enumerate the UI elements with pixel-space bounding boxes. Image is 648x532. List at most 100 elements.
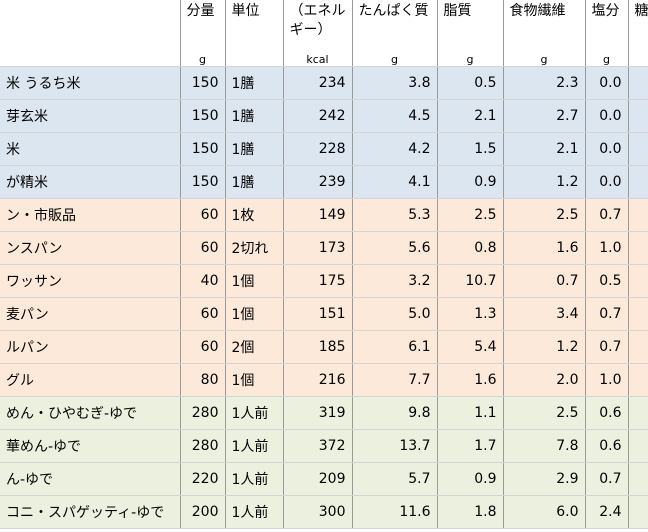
header-cell: 塩分 bbox=[584, 0, 628, 46]
cell: 209 bbox=[282, 462, 352, 496]
data-row: コニ・スパゲッティ-ゆで 200 1人前 300 11.6 1.8 6.0 2.4 bbox=[0, 495, 648, 529]
cell: 1膳 bbox=[224, 99, 283, 133]
food-name: コニ・スパゲッティ-ゆで bbox=[0, 495, 180, 529]
data-row: ルパン 60 2個 185 6.1 5.4 1.2 0.7 bbox=[0, 330, 648, 364]
food-name: ん-ゆで bbox=[0, 462, 180, 496]
cell: 2.0 bbox=[502, 363, 585, 397]
cell: 1個 bbox=[224, 297, 283, 331]
cell: 2個 bbox=[224, 330, 283, 364]
cell: 0.7 bbox=[584, 297, 628, 331]
cell: 0.8 bbox=[436, 231, 503, 265]
cell: 2.1 bbox=[502, 132, 585, 166]
unit-cell: g bbox=[584, 46, 628, 67]
cell: 242 bbox=[282, 99, 352, 133]
cell: 0.0 bbox=[584, 66, 628, 100]
cell: 3.8 bbox=[351, 66, 437, 100]
cell: 150 bbox=[179, 132, 225, 166]
cell: 60 bbox=[179, 231, 225, 265]
unit-cell bbox=[224, 46, 283, 67]
data-row: 米 150 1膳 228 4.2 1.5 2.1 0.0 bbox=[0, 132, 648, 166]
cell: 3.2 bbox=[351, 264, 437, 298]
data-row: 麦パン 60 1個 151 5.0 1.3 3.4 0.7 bbox=[0, 297, 648, 331]
food-name: めん・ひやむぎ-ゆで bbox=[0, 396, 180, 430]
header-cell: 糖 bbox=[627, 0, 648, 46]
unit-cell: g bbox=[502, 46, 585, 67]
cell: 80 bbox=[179, 363, 225, 397]
food-name: ンスパン bbox=[0, 231, 180, 265]
unit-cell: g bbox=[179, 46, 225, 67]
unit-cell: g bbox=[436, 46, 503, 67]
cell bbox=[627, 264, 648, 298]
cell bbox=[627, 99, 648, 133]
cell: 150 bbox=[179, 66, 225, 100]
cell: 185 bbox=[282, 330, 352, 364]
cell bbox=[627, 495, 648, 529]
cell: 2.3 bbox=[502, 66, 585, 100]
header-cell: 食物繊維 bbox=[502, 0, 585, 46]
cell: 149 bbox=[282, 198, 352, 232]
cell: 1膳 bbox=[224, 132, 283, 166]
cell: 5.7 bbox=[351, 462, 437, 496]
data-row: 華めん-ゆで 280 1人前 372 13.7 1.7 7.8 0.6 bbox=[0, 429, 648, 463]
cell: 0.9 bbox=[436, 462, 503, 496]
cell: 60 bbox=[179, 330, 225, 364]
cell: 234 bbox=[282, 66, 352, 100]
cell bbox=[627, 165, 648, 199]
cell: 2.5 bbox=[436, 198, 503, 232]
data-row: 芽玄米 150 1膳 242 4.5 2.1 2.7 0.0 bbox=[0, 99, 648, 133]
cell: 60 bbox=[179, 198, 225, 232]
cell: 0.7 bbox=[502, 264, 585, 298]
cell bbox=[627, 66, 648, 100]
cell: 1.2 bbox=[502, 165, 585, 199]
cell: 0.9 bbox=[436, 165, 503, 199]
cell: 3.4 bbox=[502, 297, 585, 331]
cell: 4.1 bbox=[351, 165, 437, 199]
header-row: 分量 単位 （エネル ギー） たんぱく質 脂質 食物繊維 塩分糖 bbox=[0, 0, 648, 46]
cell: 150 bbox=[179, 165, 225, 199]
food-name: 華めん-ゆで bbox=[0, 429, 180, 463]
cell bbox=[627, 462, 648, 496]
cell: 1.1 bbox=[436, 396, 503, 430]
cell: 0.7 bbox=[584, 198, 628, 232]
cell: 10.7 bbox=[436, 264, 503, 298]
cell: 300 bbox=[282, 495, 352, 529]
cell: 1.0 bbox=[584, 363, 628, 397]
cell: 1枚 bbox=[224, 198, 283, 232]
unit-cell: g bbox=[351, 46, 437, 67]
cell: 1.6 bbox=[436, 363, 503, 397]
cell: 372 bbox=[282, 429, 352, 463]
header-cell bbox=[0, 0, 180, 46]
cell: 319 bbox=[282, 396, 352, 430]
cell: 2.1 bbox=[436, 99, 503, 133]
food-name: グル bbox=[0, 363, 180, 397]
cell: 60 bbox=[179, 297, 225, 331]
cell: 0.5 bbox=[436, 66, 503, 100]
data-row: ン・市販品 60 1枚 149 5.3 2.5 2.5 0.7 bbox=[0, 198, 648, 232]
cell: 239 bbox=[282, 165, 352, 199]
cell: 1膳 bbox=[224, 66, 283, 100]
cell: 1人前 bbox=[224, 429, 283, 463]
cell: 1膳 bbox=[224, 165, 283, 199]
cell: 7.7 bbox=[351, 363, 437, 397]
rows: 米 うるち米 150 1膳 234 3.8 0.5 2.3 0.0 芽玄米 150 1膳 242 4.5… bbox=[0, 66, 648, 529]
cell: 2.7 bbox=[502, 99, 585, 133]
cell: 2.5 bbox=[502, 198, 585, 232]
food-name: ン・市販品 bbox=[0, 198, 180, 232]
food-name: 芽玄米 bbox=[0, 99, 180, 133]
food-name: が精米 bbox=[0, 165, 180, 199]
cell: 7.8 bbox=[502, 429, 585, 463]
unit-row: g kcal g g g g bbox=[0, 46, 648, 67]
cell: 6.0 bbox=[502, 495, 585, 529]
cell: 1.3 bbox=[436, 297, 503, 331]
cell: 5.6 bbox=[351, 231, 437, 265]
cell: 2.5 bbox=[502, 396, 585, 430]
cell: 1.8 bbox=[436, 495, 503, 529]
cell: 1.2 bbox=[502, 330, 585, 364]
cell: 11.6 bbox=[351, 495, 437, 529]
cell: 6.1 bbox=[351, 330, 437, 364]
cell: 0.7 bbox=[584, 462, 628, 496]
data-row: が精米 150 1膳 239 4.1 0.9 1.2 0.0 bbox=[0, 165, 648, 199]
cell: 216 bbox=[282, 363, 352, 397]
cell: 0.0 bbox=[584, 165, 628, 199]
